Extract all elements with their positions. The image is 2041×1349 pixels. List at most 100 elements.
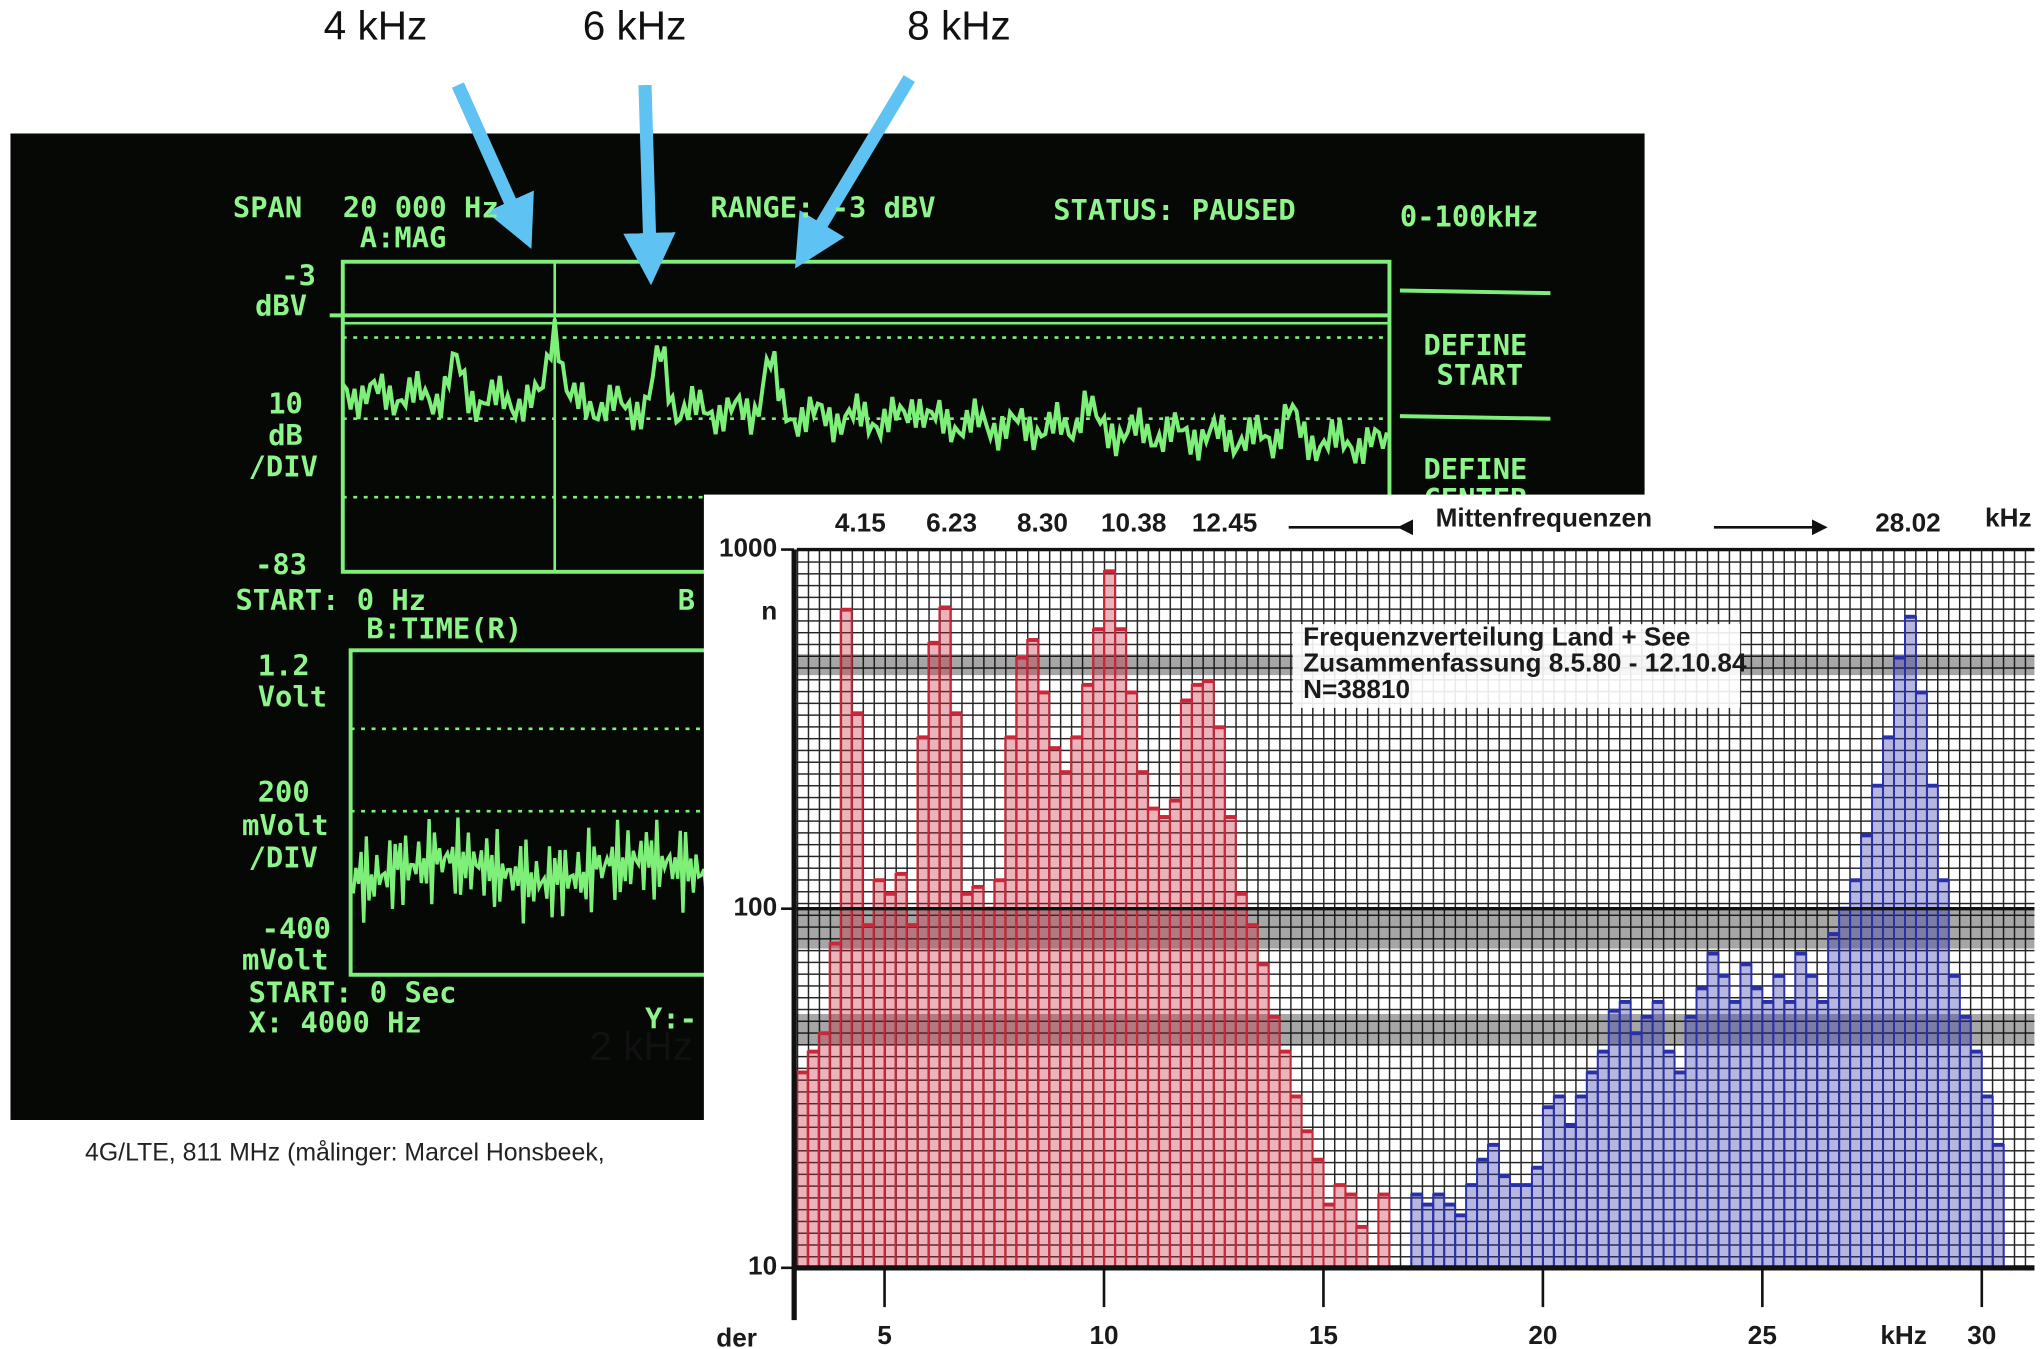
bar [1530, 1166, 1544, 1269]
bar [1201, 680, 1215, 1269]
bar [1684, 1015, 1698, 1269]
legend-box [1292, 624, 1741, 708]
bar [1465, 1184, 1479, 1269]
scope-line [1399, 288, 1551, 296]
scope-label: 20 000 Hz [343, 190, 499, 224]
arrow [451, 82, 534, 249]
scope-label: START [1437, 358, 1524, 392]
bar [1190, 683, 1204, 1269]
scope-label: mVolt [242, 943, 329, 977]
scope-label: B [678, 583, 695, 617]
x-tick-label: 20 [1528, 1320, 1557, 1349]
bar [982, 907, 996, 1269]
scope-label: B:TIME(R) [366, 612, 522, 646]
caption: 4G/LTE, 811 MHz (målinger: Marcel Honsbe… [85, 1139, 605, 1167]
bar [1936, 879, 1950, 1269]
bar [894, 872, 908, 1269]
top-unit: kHz [1985, 502, 2032, 532]
bar [1860, 834, 1874, 1269]
bar [1969, 1050, 1983, 1269]
bar [817, 1032, 831, 1269]
arrow [795, 75, 915, 269]
center-frequency: 12.45 [1192, 508, 1257, 538]
scope-label: dBV [255, 289, 307, 323]
x-tick-label: 25 [1748, 1320, 1777, 1349]
bar [1728, 1000, 1742, 1269]
bar [1421, 1203, 1435, 1269]
y-tick-label: 100 [734, 892, 778, 922]
bar [1519, 1184, 1533, 1269]
bar [1487, 1143, 1500, 1269]
bar [1596, 1050, 1610, 1269]
bar [883, 892, 897, 1269]
bar [1893, 656, 1906, 1269]
scope-label: START: 0 Sec [249, 975, 457, 1009]
bar [960, 892, 974, 1269]
bar [1256, 963, 1270, 1269]
bar [1991, 1143, 2005, 1269]
bar [806, 1050, 820, 1269]
bar [1092, 628, 1105, 1269]
scope-label: -83 [255, 548, 307, 582]
bar [1805, 974, 1819, 1269]
bar [1026, 639, 1040, 1269]
bar [1179, 699, 1193, 1269]
bar [1113, 628, 1127, 1269]
bar [1541, 1106, 1555, 1269]
scope-label: A:MAG [360, 220, 447, 254]
bar [872, 879, 886, 1269]
bar [1146, 807, 1160, 1269]
bar [850, 712, 864, 1269]
scope-label: Y:- [645, 1002, 697, 1036]
scope-label: Volt [258, 680, 327, 714]
scope-label: mVolt [242, 808, 329, 842]
bar [1585, 1071, 1599, 1269]
bar [1695, 987, 1709, 1269]
bar [1212, 726, 1226, 1269]
bar [1827, 933, 1841, 1269]
bar [1344, 1193, 1358, 1269]
bar [1037, 691, 1051, 1269]
bar [828, 942, 842, 1269]
center-frequency: 6.23 [926, 508, 977, 538]
bar [971, 885, 985, 1269]
bar [1750, 987, 1764, 1269]
bar [1816, 1000, 1830, 1269]
bar [1311, 1158, 1325, 1269]
bar [1552, 1095, 1566, 1269]
legend-text: N=38810 [1303, 674, 1410, 704]
bar [1377, 1193, 1391, 1269]
y-axis-label: n [761, 595, 777, 625]
bar [1717, 974, 1731, 1269]
bar [1508, 1184, 1522, 1269]
scope-label: 1.2 [258, 648, 310, 682]
bar [1070, 736, 1084, 1269]
bar [1651, 1000, 1665, 1269]
scope-label: -3 [281, 258, 316, 292]
center-frequency: 28.02 [1875, 508, 1940, 538]
bar [1662, 1050, 1676, 1269]
bar [1322, 1203, 1336, 1269]
scope-label: 10 [268, 387, 303, 421]
bar [1849, 879, 1863, 1269]
annotation: 8 kHz [907, 3, 1011, 49]
bar [1333, 1184, 1347, 1269]
y-tick-label: 1000 [719, 532, 777, 562]
bar [1958, 1015, 1972, 1269]
bar [1947, 974, 1961, 1269]
bar [795, 1071, 809, 1269]
scope-label: dB [268, 418, 303, 452]
scope-label: 0-100kHz [1400, 200, 1539, 234]
bar [1223, 816, 1237, 1269]
x-axis-side-label: der [716, 1323, 757, 1349]
scope-label: START: 0 Hz [235, 583, 426, 617]
bar [1059, 771, 1073, 1269]
bar [905, 924, 919, 1269]
bar [1103, 570, 1116, 1269]
bar [1629, 1032, 1643, 1269]
bar [1882, 736, 1895, 1269]
bar [938, 606, 952, 1269]
bar [1245, 924, 1259, 1269]
x-tick-label: 5 [877, 1320, 892, 1349]
